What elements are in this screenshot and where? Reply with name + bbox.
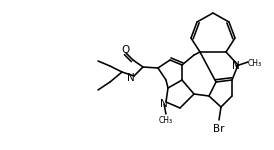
Text: CH₃: CH₃ bbox=[248, 58, 262, 68]
Text: N: N bbox=[127, 73, 135, 83]
Text: CH₃: CH₃ bbox=[159, 116, 173, 125]
Text: N: N bbox=[160, 99, 168, 109]
Text: O: O bbox=[121, 45, 129, 55]
Text: N: N bbox=[232, 61, 240, 71]
Text: Br: Br bbox=[213, 124, 225, 134]
